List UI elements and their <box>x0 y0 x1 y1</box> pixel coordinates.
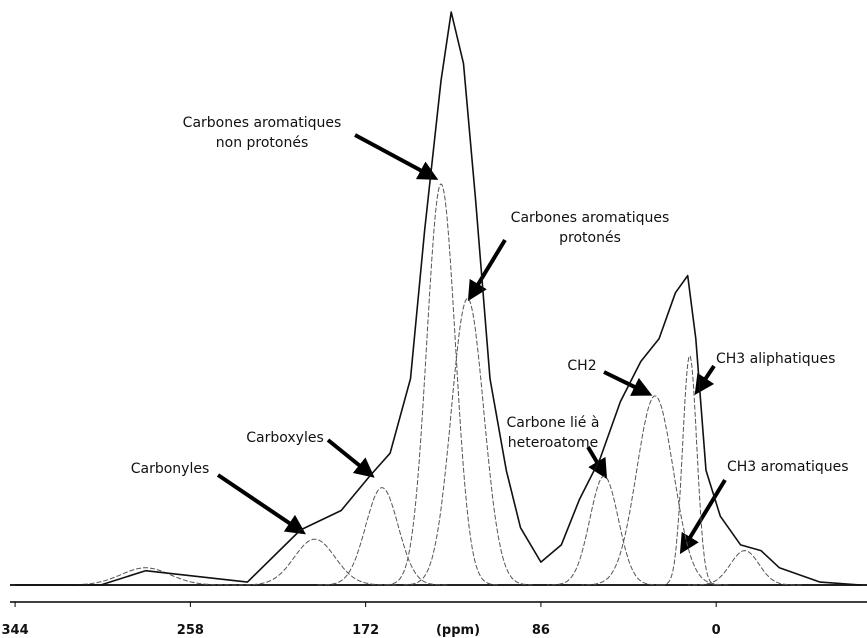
annotation: heteroatome <box>508 435 599 451</box>
arrow <box>586 445 608 480</box>
annotation: Carbonyles <box>131 461 210 477</box>
annotation: Carbones aromatiques <box>511 210 670 226</box>
arrow <box>694 364 716 395</box>
fit-component <box>547 475 662 586</box>
spectrum-line <box>15 11 861 586</box>
annotation: Carbone lié à <box>507 415 600 431</box>
x-tick-label: 344 <box>2 623 29 638</box>
fit-component <box>233 538 397 586</box>
annotation: CH3 aliphatiques <box>716 351 835 367</box>
annotation: CH2 <box>567 358 596 374</box>
arrow <box>354 133 439 180</box>
fit-component <box>661 355 719 586</box>
annotation: non protonés <box>216 135 309 151</box>
arrow <box>216 473 306 535</box>
fit-component <box>316 487 448 586</box>
arrow <box>603 370 653 396</box>
annotation: Carboxyles <box>246 430 324 446</box>
arrow <box>326 438 375 478</box>
x-tick-label: 258 <box>177 623 204 638</box>
annotation: Carbones aromatiques <box>183 115 342 131</box>
x-tick-label: 0 <box>712 623 721 638</box>
arrow <box>679 478 727 555</box>
fit-component <box>402 297 533 586</box>
arrow <box>467 238 507 302</box>
x-axis-label: (ppm) <box>436 623 480 638</box>
fit-component <box>581 395 729 586</box>
x-tick-label: 172 <box>352 623 379 638</box>
annotation: protonés <box>559 230 621 246</box>
arrows <box>216 133 727 555</box>
annotation: CH3 aromatiques <box>727 459 849 475</box>
x-tick-label: 86 <box>532 623 550 638</box>
fit-component <box>687 550 802 586</box>
fit-component <box>383 183 499 586</box>
